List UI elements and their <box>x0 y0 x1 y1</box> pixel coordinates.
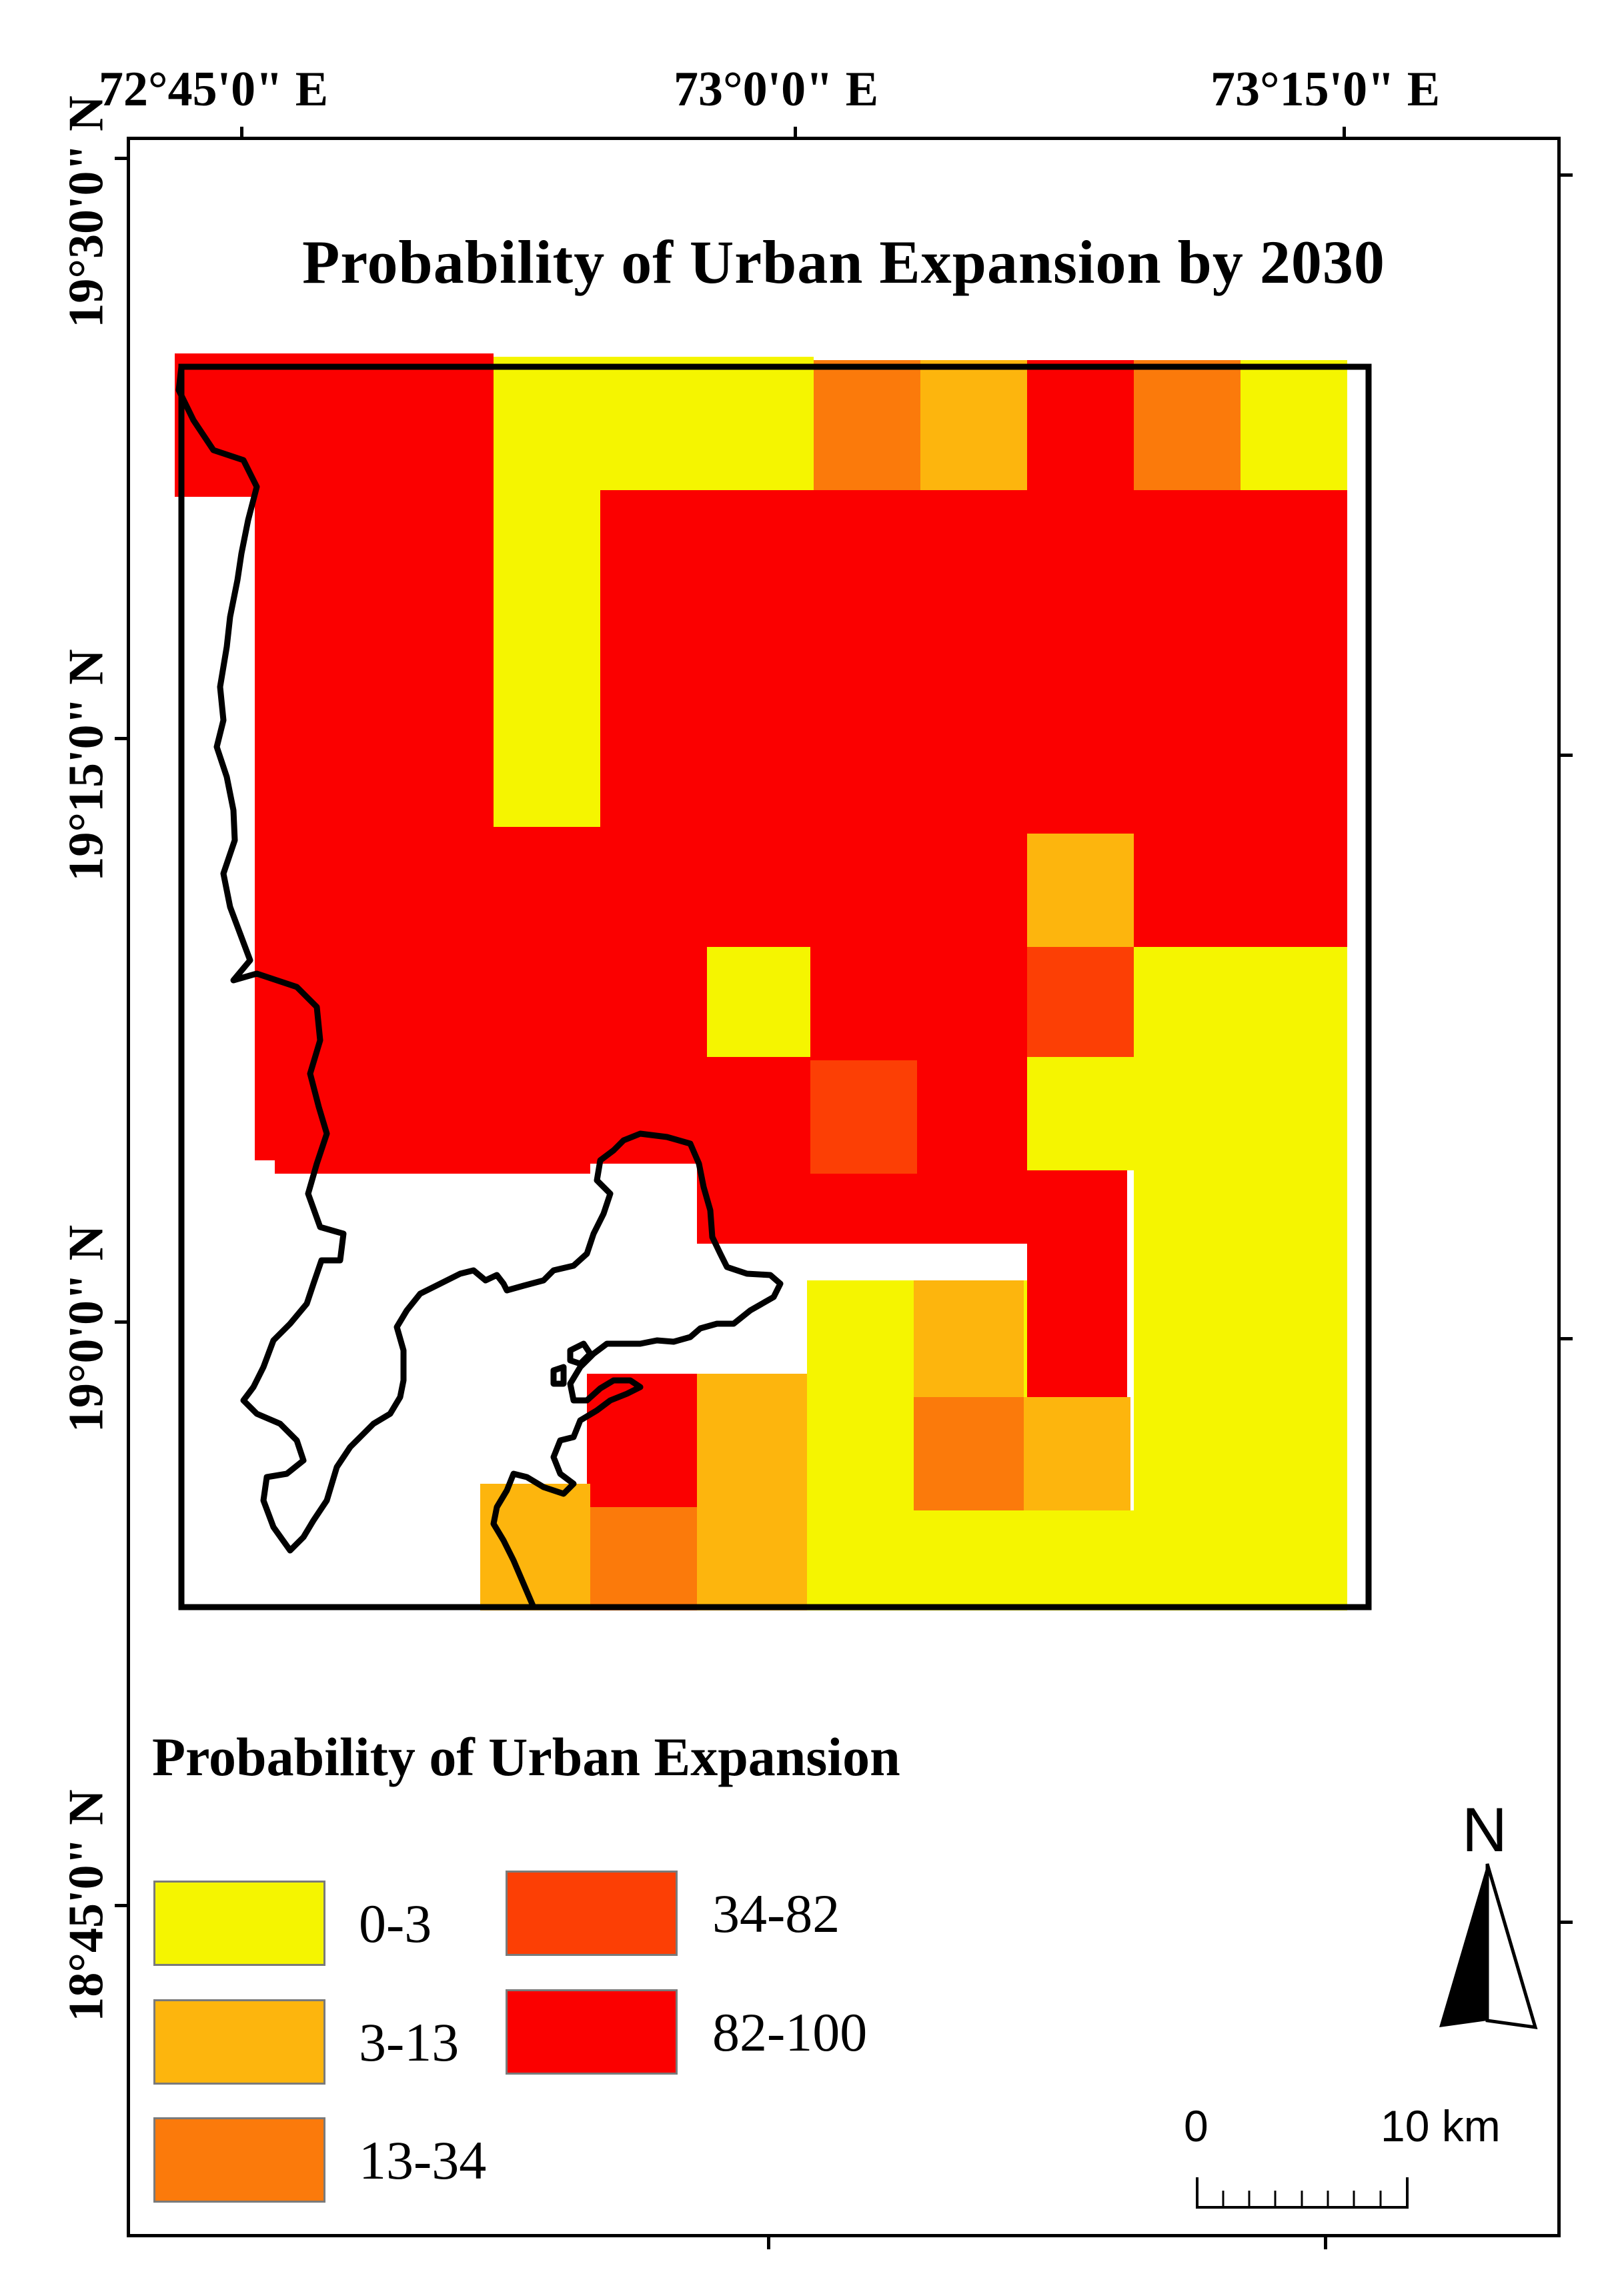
sea-area <box>273 1277 590 1364</box>
probability-cell <box>1024 1397 1130 1510</box>
probability-cell <box>810 1060 917 1174</box>
sea-area <box>175 1160 275 1620</box>
probability-cell <box>707 947 810 1057</box>
probability-cell <box>697 1507 807 1610</box>
legend-label: 3-13 <box>359 2012 460 2073</box>
scale-start-label: 0 <box>1184 2101 1209 2151</box>
probability-cell <box>697 1374 807 1507</box>
legend-swatch <box>153 1881 325 1966</box>
probability-cell <box>1134 360 1241 490</box>
legend-label: 82-100 <box>712 2002 868 2063</box>
coastline <box>175 366 784 1608</box>
probability-cell <box>494 490 600 827</box>
tick-mark <box>1561 1921 1573 1924</box>
coastline-island <box>550 1364 567 1387</box>
probability-cell <box>1027 1170 1127 1397</box>
probability-cell <box>1027 947 1134 1057</box>
probability-cell <box>1027 360 1134 490</box>
legend-swatch <box>153 1999 325 2085</box>
north-label: N <box>1462 1795 1507 1865</box>
probability-cell <box>914 1280 1024 1397</box>
probability-cell <box>1241 360 1347 490</box>
probability-cell <box>175 353 494 483</box>
probability-cell <box>920 360 1027 490</box>
probability-cell <box>914 1510 1134 1610</box>
study-area-boundary <box>178 363 1372 1610</box>
probability-grid <box>175 353 1347 1620</box>
probability-cell <box>807 1397 914 1610</box>
tick-mark <box>115 737 127 740</box>
scale-bar <box>1196 2177 1409 2209</box>
longitude-label-1: 72°45'0" E <box>99 62 329 117</box>
tick-mark <box>115 1904 127 1907</box>
tick-mark <box>115 157 127 160</box>
tick-mark <box>1561 173 1573 177</box>
probability-cell <box>814 360 920 490</box>
tick-mark <box>240 127 243 139</box>
probability-cell <box>1027 834 1134 947</box>
map-frame <box>127 137 1561 2237</box>
legend-label: 34-82 <box>712 1883 840 1944</box>
legend-swatch <box>506 1989 678 2075</box>
map-title: Probability of Urban Expansion by 2030 <box>302 228 1385 296</box>
sea-area <box>590 1164 697 1277</box>
coastline-island <box>567 1340 594 1367</box>
probability-cell <box>1134 947 1347 1610</box>
longitude-label-2: 73°0'0" E <box>674 62 879 117</box>
legend-title: Probability of Urban Expansion <box>152 1727 900 1787</box>
probability-cell <box>587 1507 697 1610</box>
tick-mark <box>794 127 797 139</box>
tick-mark <box>1561 1337 1573 1340</box>
legend-label: 0-3 <box>359 1893 432 1954</box>
scale-end-label: 10 km <box>1381 2101 1501 2151</box>
probability-cell <box>600 490 1347 950</box>
legend-swatch <box>153 2117 325 2203</box>
tick-mark <box>767 2237 770 2249</box>
legend-label: 13-34 <box>359 2130 487 2191</box>
probability-cell <box>494 357 814 490</box>
tick-mark <box>115 1320 127 1324</box>
north-arrow-icon <box>1439 1863 1538 2030</box>
longitude-label-3: 73°15'0" E <box>1211 62 1441 117</box>
probability-cell <box>1027 1057 1134 1170</box>
legend-swatch <box>506 1871 678 1956</box>
sea-area <box>175 497 255 1164</box>
tick-mark <box>1324 2237 1327 2249</box>
probability-cell <box>494 827 600 1174</box>
tick-mark <box>1343 127 1346 139</box>
tick-mark <box>1561 754 1573 757</box>
probability-cell <box>914 1397 1024 1510</box>
probability-cell <box>587 1374 697 1507</box>
